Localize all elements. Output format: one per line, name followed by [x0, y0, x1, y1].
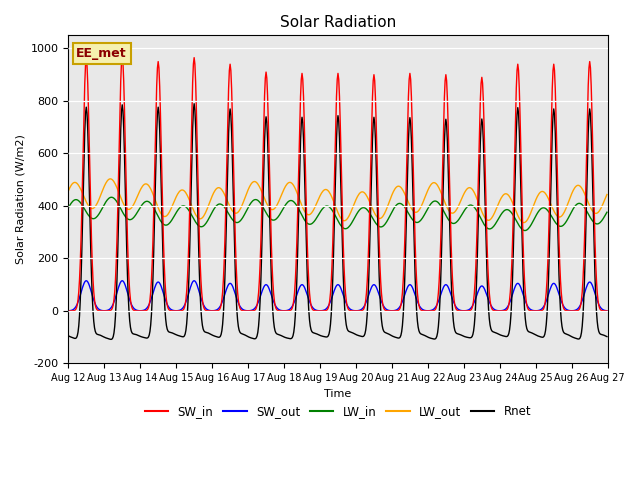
Rnet [131, 331, 138, 337]
Rnet [190, 101, 198, 107]
Rnet [404, 138, 412, 144]
LW_in [131, 214, 138, 220]
Rnet [74, 329, 82, 335]
SW_out [65, 308, 72, 314]
LW_out [65, 188, 72, 194]
SW_in [65, 308, 72, 314]
LW_in [214, 202, 221, 208]
SW_out [420, 307, 428, 313]
LW_out [214, 185, 221, 191]
LW_in [108, 194, 116, 200]
SW_out [131, 306, 138, 312]
Rnet [214, 334, 222, 340]
LW_out [131, 201, 138, 206]
SW_in [404, 120, 412, 126]
Y-axis label: Solar Radiation (W/m2): Solar Radiation (W/m2) [15, 134, 25, 264]
LW_in [404, 209, 412, 215]
LW_in [603, 209, 611, 215]
SW_out [118, 278, 126, 284]
LW_out [520, 220, 527, 226]
Line: LW_out: LW_out [68, 179, 607, 223]
LW_out [185, 196, 193, 202]
LW_in [420, 214, 428, 219]
SW_out [404, 284, 412, 290]
LW_out [74, 182, 82, 188]
LW_in [65, 205, 72, 211]
SW_in [118, 53, 126, 59]
Text: EE_met: EE_met [76, 47, 127, 60]
Line: Rnet: Rnet [68, 104, 607, 339]
Line: SW_out: SW_out [68, 281, 607, 311]
Legend: SW_in, SW_out, LW_in, LW_out, Rnet: SW_in, SW_out, LW_in, LW_out, Rnet [140, 401, 536, 423]
Rnet [603, 334, 611, 339]
LW_out [603, 192, 611, 197]
LW_out [420, 198, 428, 204]
LW_out [404, 198, 412, 204]
Rnet [107, 336, 115, 342]
SW_in [74, 297, 82, 303]
LW_out [106, 176, 114, 182]
SW_in [603, 308, 611, 314]
Rnet [185, 275, 193, 280]
Line: SW_in: SW_in [68, 56, 607, 311]
SW_in [131, 308, 138, 313]
SW_in [214, 308, 221, 313]
LW_in [74, 197, 82, 203]
SW_out [185, 290, 193, 296]
Rnet [420, 332, 428, 338]
X-axis label: Time: Time [324, 389, 351, 399]
LW_in [521, 228, 529, 233]
SW_in [185, 237, 193, 242]
Line: LW_in: LW_in [68, 197, 607, 230]
SW_out [603, 308, 611, 313]
SW_out [214, 307, 221, 312]
Rnet [65, 333, 72, 339]
SW_out [74, 299, 82, 305]
Title: Solar Radiation: Solar Radiation [280, 15, 396, 30]
SW_in [420, 308, 428, 314]
LW_in [185, 207, 193, 213]
